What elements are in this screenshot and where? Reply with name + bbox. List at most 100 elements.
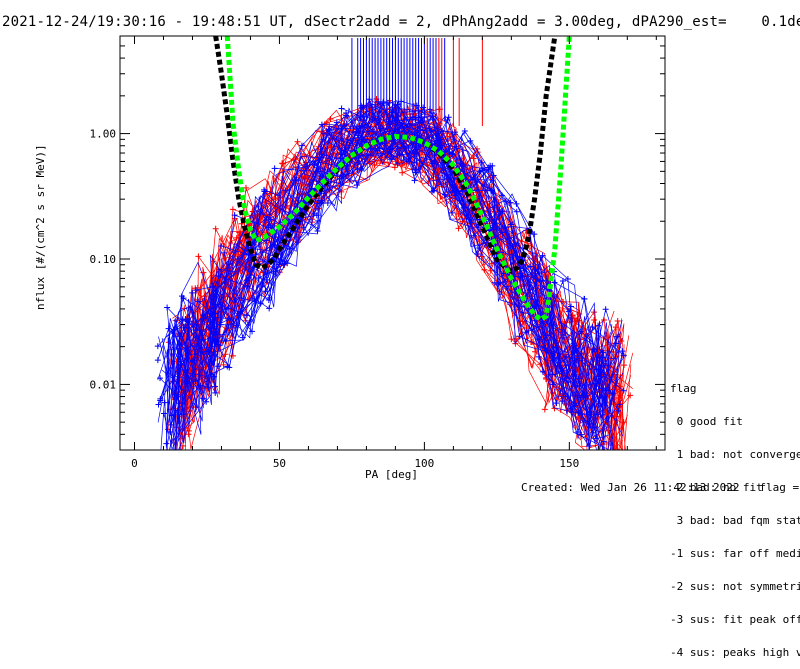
data-point: [154, 343, 161, 350]
data-point: [559, 278, 566, 285]
data-point: [495, 281, 502, 288]
data-point: [171, 454, 177, 460]
data-point: [192, 287, 199, 294]
data-point: [551, 279, 558, 286]
data-point: [412, 166, 419, 173]
data-point: [159, 476, 165, 482]
data-point: [617, 462, 623, 468]
data-point: [155, 401, 162, 408]
spectrum-line: [161, 106, 612, 450]
data-point: [598, 354, 605, 361]
data-point: [590, 309, 597, 316]
data-point: [441, 191, 448, 198]
data-point: [561, 318, 568, 325]
data-point: [387, 156, 394, 163]
spectrum-line: [177, 113, 623, 439]
data-point: [262, 288, 269, 295]
data-point: [229, 206, 236, 213]
data-point: [271, 165, 278, 172]
data-point: [396, 151, 403, 158]
data-point: [602, 306, 609, 313]
data-point: [171, 391, 178, 398]
data-point: [212, 389, 219, 396]
data-point: [491, 279, 498, 286]
data-point: [189, 357, 196, 364]
data-point: [513, 335, 520, 342]
data-point: [598, 451, 604, 457]
data-point: [215, 363, 222, 370]
y-tick-label: 0.01: [90, 378, 117, 391]
data-point: [541, 406, 548, 413]
data-point: [222, 338, 229, 345]
data-point: [474, 251, 481, 258]
fit-curve-green: [224, 36, 572, 323]
spectrum-line: [177, 131, 616, 424]
data-point: [500, 270, 507, 277]
y-tick-label: 1.00: [90, 128, 117, 141]
data-point: [282, 187, 289, 194]
data-point: [318, 199, 325, 206]
data-point: [333, 119, 340, 126]
data-point: [600, 438, 607, 445]
y-tick-label: 0.10: [90, 253, 117, 266]
data-point: [490, 172, 497, 179]
data-point: [615, 407, 622, 414]
data-point: [452, 129, 459, 136]
data-point: [300, 224, 307, 231]
data-point: [154, 357, 161, 364]
data-point: [210, 258, 217, 265]
data-point: [448, 150, 455, 157]
data-point: [168, 421, 175, 428]
data-point: [327, 116, 334, 123]
data-point: [391, 164, 398, 171]
x-tick-label: 150: [559, 457, 579, 470]
data-point: [160, 410, 167, 417]
data-point: [373, 95, 380, 102]
data-point: [161, 399, 168, 406]
data-point: [461, 128, 468, 135]
data-point: [487, 267, 494, 274]
data-point: [320, 130, 327, 137]
data-point: [195, 298, 202, 305]
data-point: [371, 162, 378, 169]
data-point: [591, 424, 598, 431]
data-point: [218, 242, 225, 249]
data-point: [572, 347, 579, 354]
data-point: [567, 303, 574, 310]
legend-entry: -4 sus: peaks high va: [670, 646, 800, 659]
data-point: [176, 400, 183, 407]
data-point: [448, 209, 455, 216]
x-tick-label: 100: [414, 457, 434, 470]
data-point: [189, 289, 196, 296]
x-tick-label: 50: [273, 457, 286, 470]
data-point: [244, 312, 251, 319]
data-point: [238, 295, 245, 302]
data-point: [535, 353, 542, 360]
data-point: [595, 453, 601, 459]
data-point: [536, 323, 543, 330]
data-point: [455, 225, 462, 232]
data-point: [181, 366, 188, 373]
data-point: [243, 184, 250, 191]
data-point: [200, 395, 207, 402]
data-point: [498, 192, 505, 199]
data-point: [621, 362, 628, 369]
spectrum-line: [161, 110, 607, 440]
flag-legend: flag 0 good fit 1 bad: not converge 2 ba…: [670, 361, 800, 669]
data-point: [298, 142, 305, 149]
data-point: [263, 276, 270, 283]
data-point: [474, 145, 481, 152]
x-axis-label: PA [deg]: [365, 468, 418, 481]
data-point: [516, 333, 523, 340]
data-point: [620, 387, 627, 394]
data-point: [485, 164, 492, 171]
data-point: [294, 138, 301, 145]
data-point: [527, 263, 534, 270]
data-point: [460, 204, 467, 211]
data-point: [326, 127, 333, 134]
data-point: [226, 364, 233, 371]
data-point: [221, 249, 228, 256]
data-point: [619, 348, 626, 355]
data-point: [179, 293, 186, 300]
data-point: [478, 159, 485, 166]
